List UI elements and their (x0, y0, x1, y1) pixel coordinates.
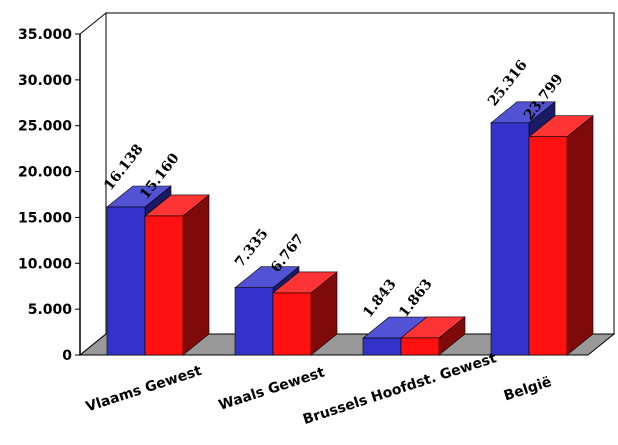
bar-front (106, 206, 146, 356)
y-tick-label: 15.000 (18, 210, 72, 226)
bar (144, 194, 210, 356)
bar-front (400, 337, 440, 356)
bar-front (528, 136, 568, 356)
y-tick-label: 30.000 (18, 73, 72, 89)
y-tick-label: 20.000 (18, 165, 72, 181)
category-label: Vlaams Gewest (84, 363, 204, 416)
bar-side (566, 115, 594, 356)
bars (106, 101, 594, 356)
category-label: België (502, 374, 554, 404)
y-axis: 0 5.000 10.000 15.000 20.000 25.000 30.000 35.0… (18, 27, 81, 364)
y-tick-label: 25.000 (18, 119, 72, 135)
chart-walls (79, 11, 615, 357)
y-tick-label: 0 (62, 348, 72, 364)
bar (272, 271, 338, 356)
bar-front (272, 292, 312, 356)
y-tick-label: 5.000 (28, 302, 73, 318)
y-tick-label: 35.000 (18, 27, 72, 43)
y-tick-label: 10.000 (18, 256, 72, 272)
bar-front (362, 337, 402, 356)
bar-front (490, 122, 530, 356)
bar-side (182, 194, 210, 356)
category-label: Brussels Hoofdst. Gewest (301, 350, 499, 428)
category-label: Waals Gewest (217, 364, 327, 413)
bar (400, 316, 466, 356)
bar-front (144, 215, 184, 356)
bar (528, 115, 594, 356)
bar-front (234, 287, 274, 356)
